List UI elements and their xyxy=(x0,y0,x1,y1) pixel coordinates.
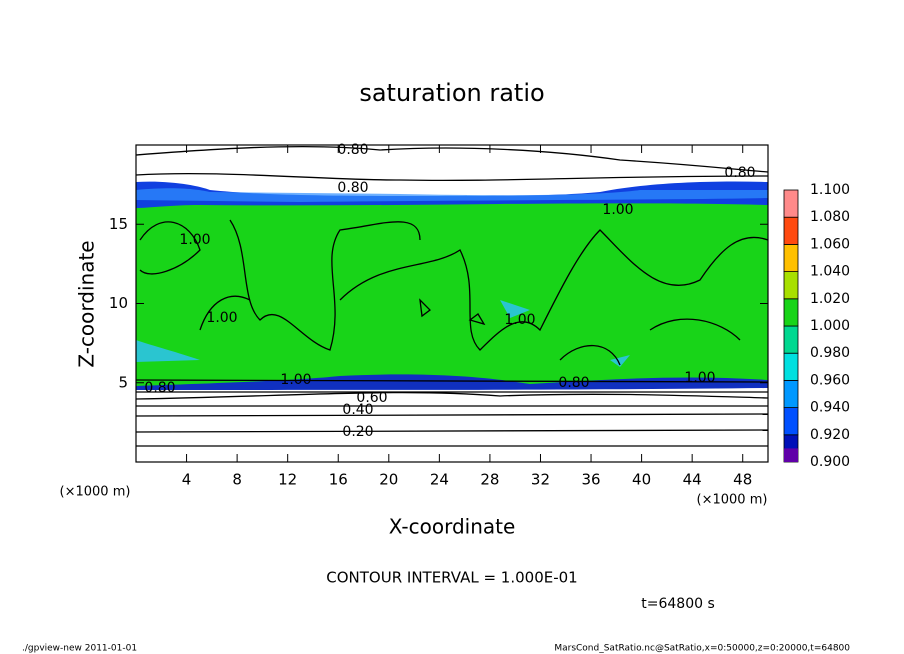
contour-label: 0.80 xyxy=(337,142,368,158)
colorbar-segment xyxy=(783,325,799,354)
colorbar-segment xyxy=(783,271,799,300)
contour-label: 0.80 xyxy=(558,375,589,391)
footer-right: MarsCond_SatRatio.nc@SatRatio,x=0:50000,… xyxy=(554,644,850,654)
colorbar-label: 0.960 xyxy=(810,372,850,388)
x-tick-label: 32 xyxy=(531,471,550,489)
colorbar-label: 1.040 xyxy=(810,264,850,280)
y-tick-label: 15 xyxy=(109,215,128,233)
colorbar-segment xyxy=(783,189,799,218)
contour-lines xyxy=(135,145,769,447)
x-tick-label: 44 xyxy=(683,471,702,489)
colorbar-label: 0.920 xyxy=(810,427,850,443)
contour-label: 0.40 xyxy=(342,402,373,418)
y-unit: (×1000 m) xyxy=(60,485,131,500)
colorbar-label: 1.100 xyxy=(810,182,850,198)
contour-label: 1.00 xyxy=(280,372,311,388)
contour-label: 1.00 xyxy=(684,370,715,386)
contour-field xyxy=(135,145,769,447)
y-axis-label: Z-coordinate xyxy=(75,240,99,367)
x-tick-label: 4 xyxy=(182,471,192,489)
contour-label: 1.00 xyxy=(504,312,535,328)
colorbar-segment xyxy=(783,298,799,327)
colorbar-bottom xyxy=(784,448,798,462)
colorbar-segment xyxy=(783,379,799,408)
x-tick-label: 8 xyxy=(232,471,242,489)
field-patches xyxy=(136,300,630,367)
contour-interval: CONTOUR INTERVAL = 1.000E-01 xyxy=(326,569,577,587)
chart-title: saturation ratio xyxy=(359,79,544,107)
y-tick-label: 5 xyxy=(118,373,128,391)
colorbar-label: 0.980 xyxy=(810,345,850,361)
colorbar-segment xyxy=(783,216,799,245)
x-tick-label: 24 xyxy=(430,471,449,489)
contour-label: 0.80 xyxy=(337,180,368,196)
contour-label: 1.00 xyxy=(602,202,633,218)
x-tick-label: 48 xyxy=(733,471,752,489)
field-green xyxy=(136,196,768,386)
time-label: t=64800 s xyxy=(641,596,715,612)
footer-left: ./gpview-new 2011-01-01 xyxy=(22,644,137,654)
colorbar-label: 0.900 xyxy=(810,454,850,470)
contour-label: 0.60 xyxy=(356,390,387,406)
colorbar-label: 1.020 xyxy=(810,291,850,307)
colorbar-label: 0.940 xyxy=(810,400,850,416)
contour-label: 0.80 xyxy=(724,165,755,181)
x-tick-label: 28 xyxy=(480,471,499,489)
field-light-band xyxy=(136,188,768,202)
colorbar-segment xyxy=(783,352,799,381)
x-tick-label: 36 xyxy=(581,471,600,489)
x-unit: (×1000 m) xyxy=(697,493,768,508)
y-tick-label: 10 xyxy=(109,294,128,312)
contour-label: 1.00 xyxy=(206,310,237,326)
x-tick-label: 16 xyxy=(329,471,348,489)
contour-label: 1.00 xyxy=(179,232,210,248)
x-tick-label: 12 xyxy=(278,471,297,489)
contour-label: 0.80 xyxy=(144,380,175,396)
colorbar-label: 1.000 xyxy=(810,318,850,334)
contour-label: 0.20 xyxy=(342,424,373,440)
x-tick-label: 40 xyxy=(632,471,651,489)
colorbar-label: 1.080 xyxy=(810,209,850,225)
x-tick-label: 20 xyxy=(379,471,398,489)
x-axis-label: X-coordinate xyxy=(389,515,516,539)
colorbar-segment xyxy=(783,243,799,272)
colorbar-label: 1.060 xyxy=(810,236,850,252)
colorbar-segment xyxy=(783,407,799,436)
field-lower-band xyxy=(136,374,768,390)
